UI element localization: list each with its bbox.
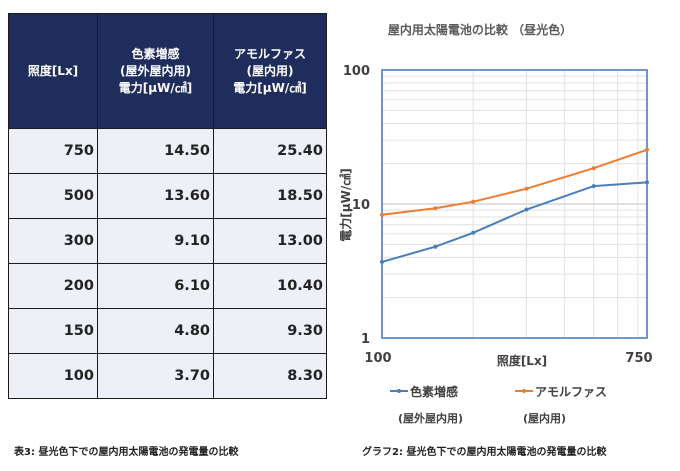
chart-caption: グラフ2: 昼光色下での屋内用太陽電池の発電量の比較 xyxy=(362,447,607,458)
header-text: 色素増感 xyxy=(131,46,180,61)
table-cell: 300 xyxy=(8,218,98,264)
chart-grid xyxy=(381,69,647,339)
legend-marker xyxy=(397,389,401,393)
y-axis-label: 電力[μW/㎠] xyxy=(338,168,353,241)
table-cell: 13.60 xyxy=(97,173,214,219)
series-line-0 xyxy=(381,181,648,263)
header-text: アモルファス xyxy=(233,46,306,61)
table-row: 100 3.70 8.30 xyxy=(8,353,327,399)
chart-legend: 色素増感 (屋外屋内用) アモルファス (屋内用) xyxy=(390,384,607,425)
legend-sublabel: (屋内用) xyxy=(523,411,566,425)
data-point xyxy=(645,180,649,185)
table-row: 150 4.80 9.30 xyxy=(8,308,327,354)
header-text: 電力[μW/㎠] xyxy=(233,80,307,95)
table-cell: 10.40 xyxy=(213,263,327,309)
series-line-1 xyxy=(381,148,648,216)
table-cell: 9.10 xyxy=(97,218,214,264)
x-tick-label: 750 xyxy=(625,351,652,366)
data-point xyxy=(524,186,529,191)
header-text: 照度[Lx] xyxy=(27,63,79,78)
line-chart: 屋内用太陽電池の比較 （昼光色） 1 10 100 100 750 照度[Lx] 電力[… xyxy=(338,22,653,425)
x-tick-label: 100 xyxy=(364,351,391,366)
table-row: 750 14.50 25.40 xyxy=(8,128,327,174)
table-row: 300 9.10 13.00 xyxy=(8,218,327,264)
header-dye-sensitized: 色素増感 (屋外屋内用) 電力[μW/㎠] xyxy=(97,13,214,129)
table-cell: 6.10 xyxy=(97,263,214,309)
axis-ticks: 1 10 100 100 750 xyxy=(343,64,653,366)
table-caption: 表3: 昼光色下での屋内用太陽電池の発電量の比較 xyxy=(14,447,239,458)
data-point xyxy=(645,147,649,152)
table-row: 500 13.60 18.50 xyxy=(8,173,327,219)
table-cell: 500 xyxy=(8,173,98,219)
data-point xyxy=(591,184,596,189)
comparison-table: 照度[Lx] 色素増感 (屋外屋内用) 電力[μW/㎠] アモルファス (屋内用… xyxy=(8,13,327,399)
data-point xyxy=(380,212,384,217)
header-text: (屋外屋内用) xyxy=(120,63,191,78)
table-cell: 3.70 xyxy=(97,353,214,399)
chart-title: 屋内用太陽電池の比較 （昼光色） xyxy=(388,22,572,37)
header-text: (屋内用) xyxy=(246,63,294,78)
table-cell: 200 xyxy=(8,263,98,309)
data-point xyxy=(471,199,476,204)
table-cell: 750 xyxy=(8,128,98,174)
y-tick-label: 1 xyxy=(361,332,370,347)
data-point xyxy=(433,244,438,249)
data-point xyxy=(433,206,438,211)
table-cell: 9.30 xyxy=(213,308,327,354)
legend-label: 色素増感 xyxy=(410,384,458,399)
table-cell: 18.50 xyxy=(213,173,327,219)
table-cell: 13.00 xyxy=(213,218,327,264)
table-cell: 4.80 xyxy=(97,308,214,354)
legend-sublabel: (屋外屋内用) xyxy=(398,411,463,425)
table-cell: 100 xyxy=(8,353,98,399)
header-text: 電力[μW/㎠] xyxy=(118,80,193,95)
data-point xyxy=(380,259,384,264)
legend-label: アモルファス xyxy=(535,385,607,399)
plot-area xyxy=(381,69,648,339)
table-cell: 150 xyxy=(8,308,98,354)
data-point xyxy=(524,207,529,212)
table-row: 200 6.10 10.40 xyxy=(8,263,327,309)
table-cell: 14.50 xyxy=(97,128,214,174)
header-amorphous: アモルファス (屋内用) 電力[μW/㎠] xyxy=(213,13,327,129)
series-layer xyxy=(380,147,649,264)
data-point xyxy=(471,230,476,235)
legend-marker xyxy=(522,389,526,393)
header-illuminance: 照度[Lx] xyxy=(8,13,98,129)
table-cell: 25.40 xyxy=(213,128,327,174)
x-axis-label: 照度[Lx] xyxy=(497,353,547,368)
y-tick-label: 100 xyxy=(343,64,370,79)
table-cell: 8.30 xyxy=(213,353,327,399)
data-point xyxy=(591,166,596,171)
table-header-row: 照度[Lx] 色素増感 (屋外屋内用) 電力[μW/㎠] アモルファス (屋内用… xyxy=(8,13,327,129)
y-tick-label: 10 xyxy=(352,198,370,213)
